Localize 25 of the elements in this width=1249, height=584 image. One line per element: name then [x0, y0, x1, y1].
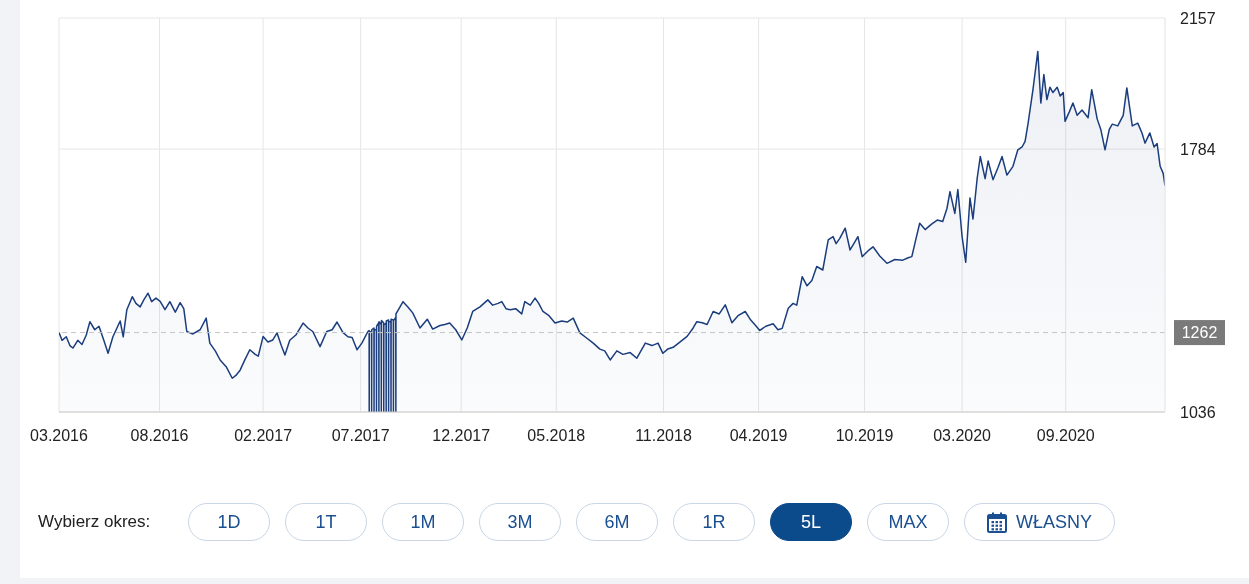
x-tick-label: 02.2017 — [234, 427, 293, 445]
period-button[interactable]: 3M — [479, 503, 561, 541]
x-tick-label: 07.2017 — [331, 427, 390, 445]
x-tick-label: 03.2020 — [933, 427, 992, 445]
y-tick-label: 1784 — [1180, 140, 1216, 158]
ref-line-label: 1262 — [1181, 324, 1218, 342]
period-button[interactable]: 6M — [576, 503, 658, 541]
period-button[interactable]: 1D — [188, 503, 270, 541]
period-button[interactable]: WŁASNY — [964, 503, 1116, 541]
x-tick-label: 05.2018 — [527, 427, 586, 445]
period-button[interactable]: 1T — [285, 503, 367, 541]
x-tick-label: 12.2017 — [432, 427, 491, 445]
y-tick-label: 1036 — [1180, 403, 1216, 421]
x-tick-label: 03.2016 — [30, 427, 89, 445]
y-tick-label: 2157 — [1180, 9, 1216, 27]
period-button[interactable]: 5L — [770, 503, 852, 541]
x-tick-label: 04.2019 — [729, 427, 788, 445]
period-button[interactable]: 1R — [673, 503, 755, 541]
x-tick-label: 08.2016 — [130, 427, 189, 445]
x-tick-label: 10.2019 — [835, 427, 894, 445]
period-button[interactable]: 1M — [382, 503, 464, 541]
text: Wybierz okres: — [38, 511, 151, 533]
x-tick-label: 09.2020 — [1036, 427, 1095, 445]
x-tick-label: 11.2018 — [635, 427, 692, 445]
period-button[interactable]: MAX — [867, 503, 949, 541]
